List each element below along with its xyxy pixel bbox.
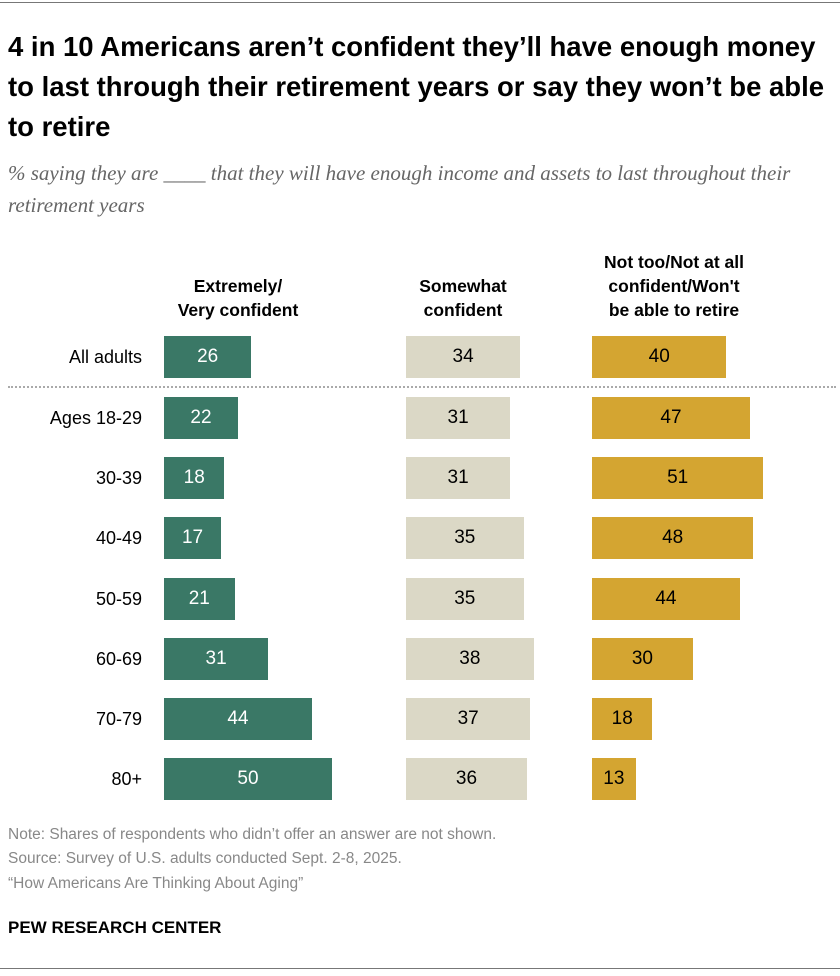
- bar-not-confident: 47: [592, 397, 750, 439]
- source: Source: Survey of U.S. adults conducted …: [8, 850, 402, 867]
- bar-somewhat-confident: 31: [406, 457, 511, 500]
- row-label: 50-59: [95, 588, 142, 609]
- row-label: 30-39: [95, 468, 142, 489]
- chart-title: 4 in 10 Americans aren’t confident they’…: [8, 31, 825, 142]
- top-rule: [0, 2, 840, 3]
- bar-not-confident: 51: [592, 457, 764, 500]
- bar-very-confident: 18: [164, 457, 225, 500]
- divider-dotted: [8, 386, 836, 388]
- row-label: 60-69: [95, 648, 142, 669]
- bar-very-confident: 26: [164, 336, 252, 378]
- column-header-very-confident: Extremely/ Very confident: [177, 276, 299, 320]
- bar-somewhat-confident: 34: [406, 336, 521, 378]
- bar-very-confident: 22: [164, 397, 238, 439]
- bar-very-confident: 44: [164, 698, 312, 740]
- column-header-not-confident: Not too/Not at all confident/Won't be ab…: [604, 252, 744, 320]
- bar-somewhat-confident: 35: [406, 517, 524, 560]
- note: Note: Shares of respondents who didn’t o…: [8, 826, 497, 843]
- chart-subtitle: % saying they are ____ that they will ha…: [8, 161, 791, 217]
- bar-somewhat-confident: 38: [406, 637, 534, 680]
- bar-very-confident: 21: [164, 577, 235, 620]
- bar-somewhat-confident: 37: [406, 698, 531, 740]
- row-label: 40-49: [95, 528, 142, 549]
- column-header-somewhat-confident: Somewhat confident: [419, 276, 507, 320]
- bar-not-confident: 13: [592, 758, 636, 801]
- pew-logo: PEW RESEARCH CENTER: [8, 918, 222, 937]
- row-label: Ages 18-29: [49, 408, 142, 428]
- bar-very-confident: 50: [164, 758, 332, 801]
- row-label: All adults: [68, 347, 142, 367]
- row-label: 70-79: [95, 709, 142, 729]
- bar-not-confident: 48: [592, 517, 754, 560]
- bar-somewhat-confident: 36: [406, 758, 527, 801]
- bar-very-confident: 17: [164, 517, 222, 560]
- row-label: 80+: [111, 769, 142, 790]
- bar-not-confident: 18: [592, 698, 653, 740]
- bar-not-confident: 30: [592, 637, 693, 680]
- bottom-rule: [0, 968, 840, 969]
- bar-very-confident: 31: [164, 637, 269, 680]
- bar-not-confident: 40: [592, 336, 727, 378]
- bar-somewhat-confident: 31: [406, 397, 511, 439]
- bar-not-confident: 44: [592, 577, 740, 620]
- bar-somewhat-confident: 35: [406, 577, 524, 620]
- report-title: “How Americans Are Thinking About Aging”: [8, 875, 304, 892]
